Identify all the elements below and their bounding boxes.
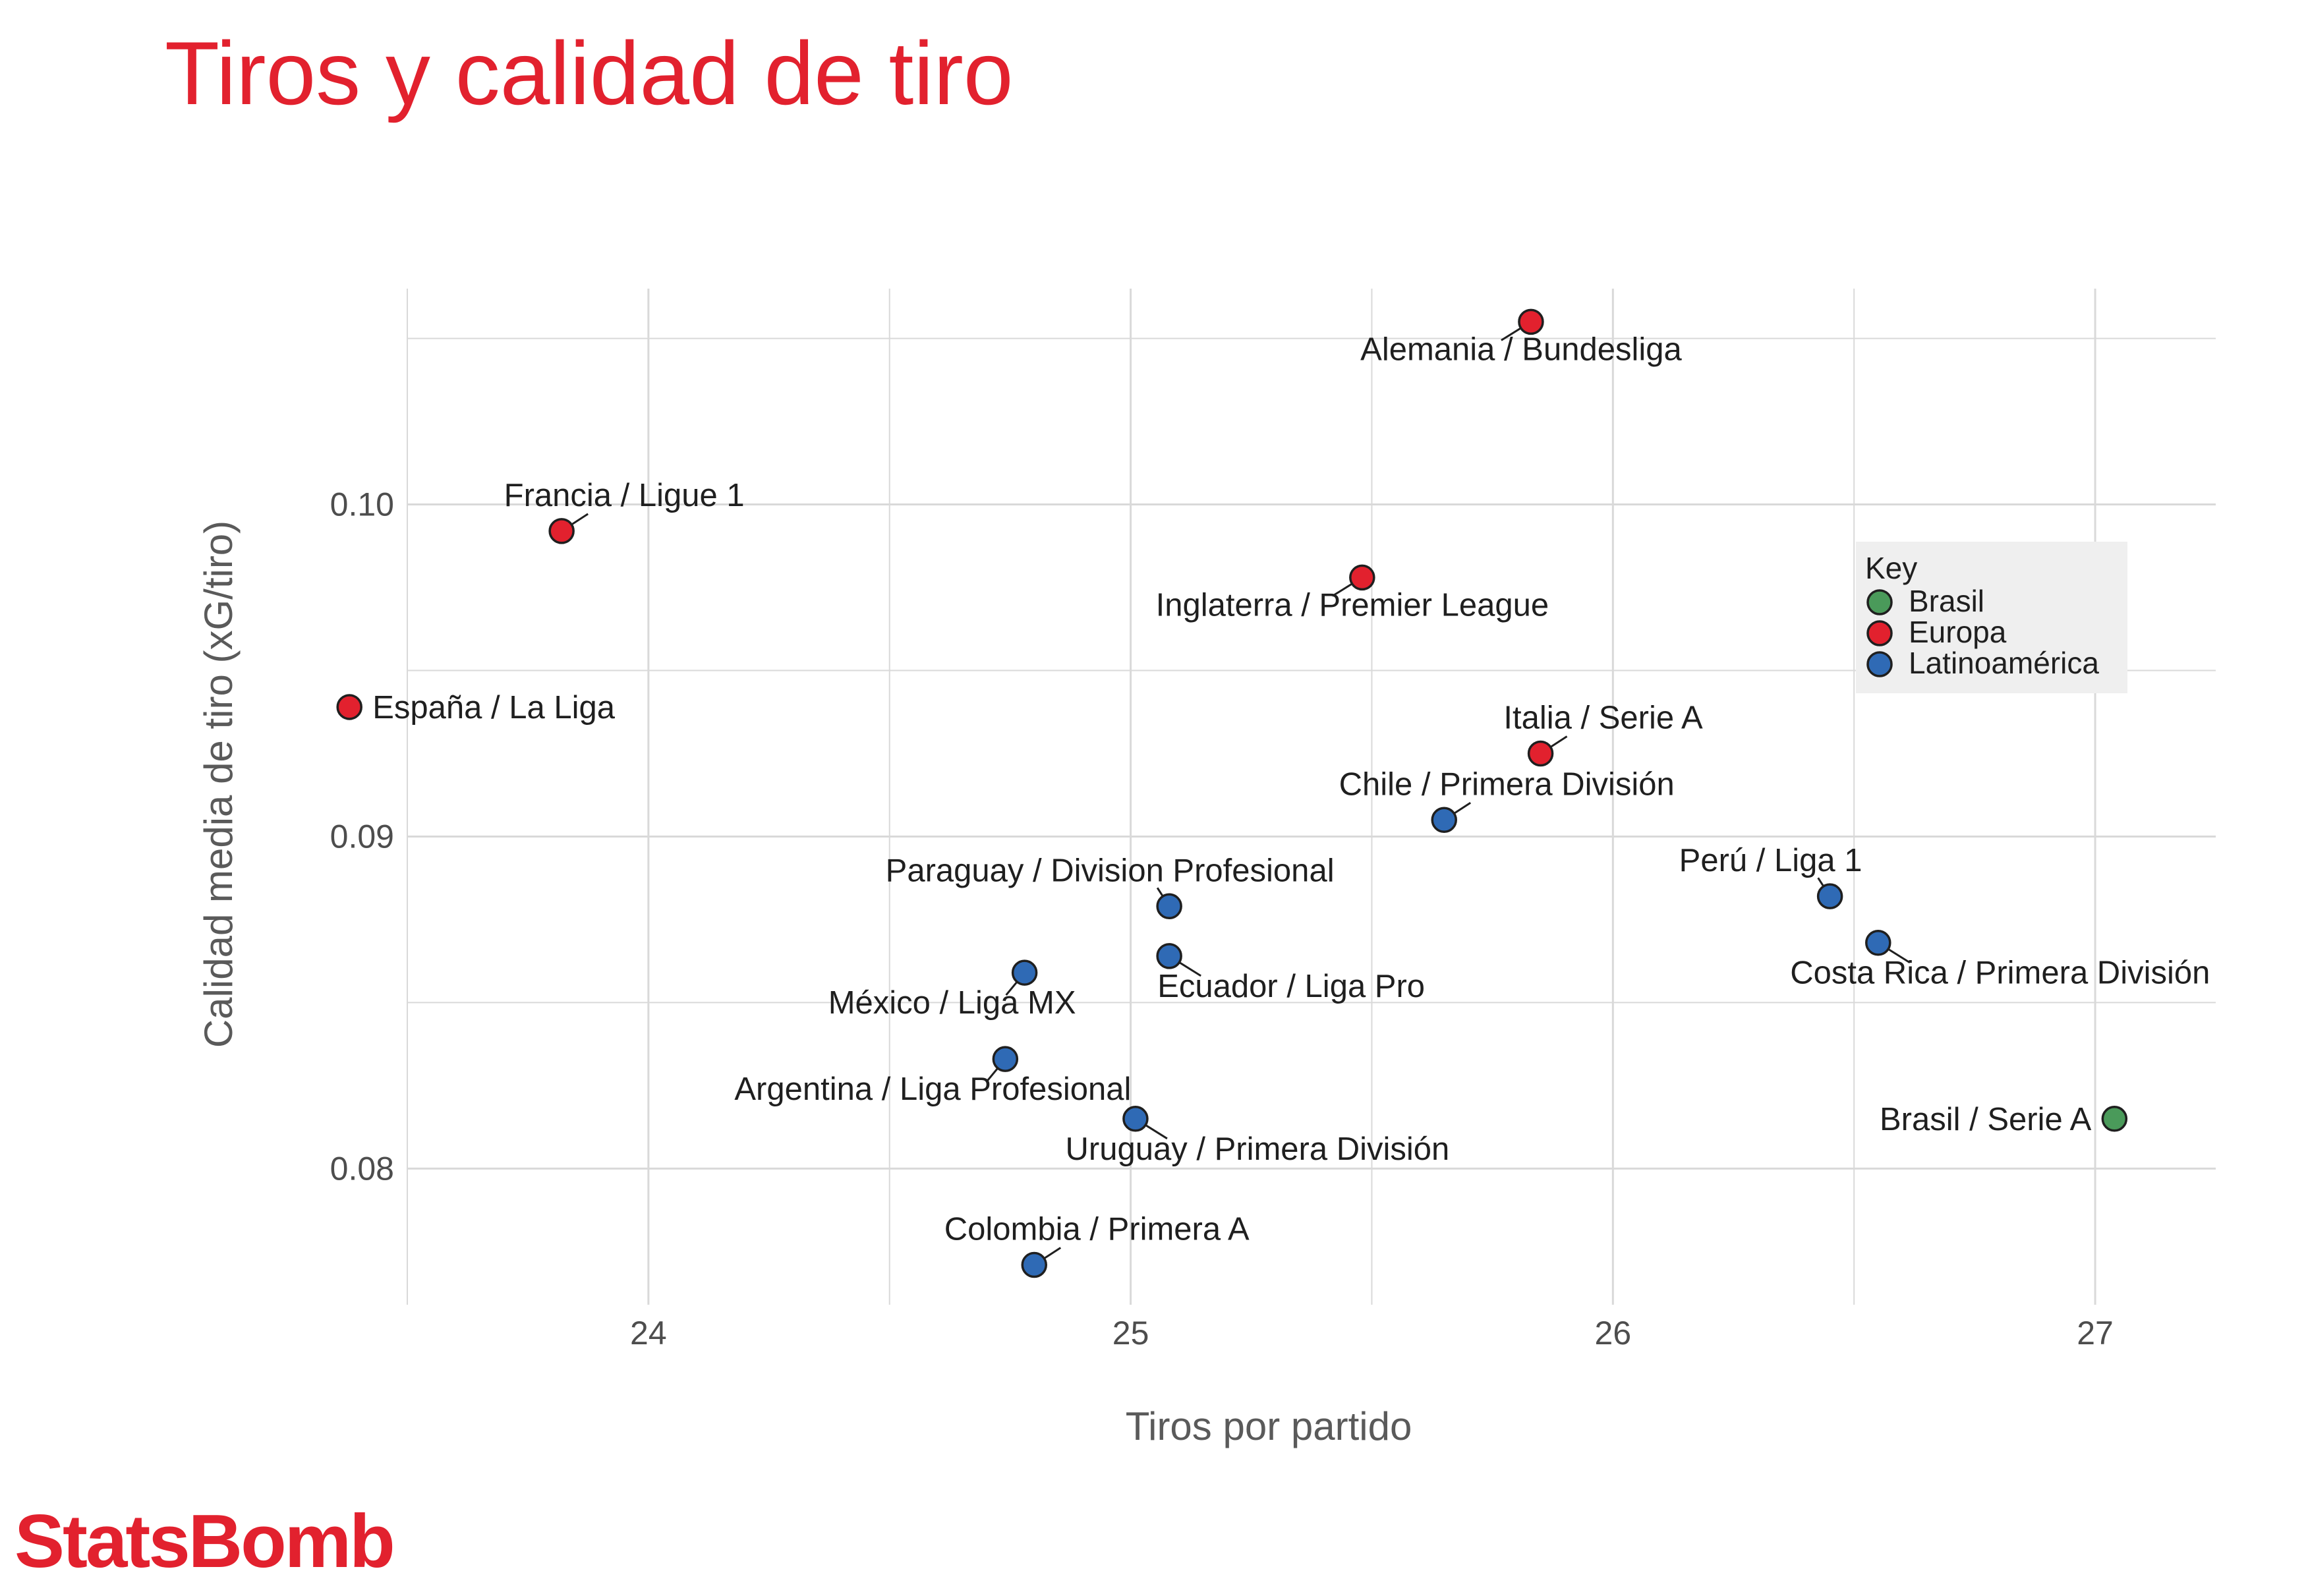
point-label: Alemania / Bundesliga <box>1360 331 1682 367</box>
label-leaders <box>561 321 1911 1266</box>
data-point <box>1518 308 1544 335</box>
data-point <box>1349 564 1375 591</box>
point-label: Uruguay / Primera División <box>1066 1131 1450 1167</box>
x-tick-label: 25 <box>1112 1315 1149 1352</box>
legend-entry-label: Europa <box>1909 615 2007 649</box>
data-point <box>336 694 362 720</box>
grid-lines <box>407 289 2216 1305</box>
point-label: Brasil / Serie A <box>1880 1102 2092 1137</box>
y-tick-label: 0.10 <box>330 486 394 523</box>
axis-ticks: 24 25 26 27 0.08 0.09 0.10 <box>330 486 2114 1352</box>
data-point <box>1431 807 1457 834</box>
point-label: Inglaterra / Premier League <box>1156 587 1549 623</box>
y-tick-label: 0.08 <box>330 1150 394 1187</box>
point-label: Ecuador / Liga Pro <box>1157 969 1425 1004</box>
legend-swatch <box>1866 651 1893 677</box>
page-title: Tiros y calidad de tiro <box>165 23 1014 123</box>
data-point <box>1865 929 1891 956</box>
data-point <box>1021 1251 1048 1278</box>
legend-entry-label: Latinoamérica <box>1909 646 2099 680</box>
data-point <box>1816 883 1843 909</box>
legend-box <box>1856 542 2127 693</box>
statsbomb-logo: StatsBomb <box>14 1500 395 1583</box>
point-label: Paraguay / Division Profesional <box>886 853 1335 888</box>
point-label: Chile / Primera División <box>1339 766 1675 802</box>
data-point <box>1122 1106 1149 1132</box>
legend-title: Key <box>1865 551 1917 585</box>
point-label: España / La Liga <box>372 690 616 726</box>
data-point <box>2101 1106 2128 1132</box>
legend-entry-label: Brasil <box>1909 584 1984 618</box>
x-tick-label: 26 <box>1595 1315 1632 1352</box>
data-point <box>548 518 575 544</box>
y-axis-title: Calidad media de tiro (xG/tiro) <box>196 521 241 1048</box>
data-points <box>336 308 2128 1278</box>
legend-swatch <box>1866 589 1893 615</box>
point-labels: Alemania / Bundesliga Francia / Ligue 1 In… <box>372 331 2210 1247</box>
point-label: Colombia / Primera A <box>944 1212 1250 1247</box>
data-point <box>1011 959 1038 986</box>
data-point <box>1156 943 1182 969</box>
legend-swatch <box>1866 620 1893 646</box>
x-axis-title: Tiros por partido <box>1126 1404 1412 1448</box>
point-label: Costa Rica / Primera División <box>1790 955 2210 991</box>
y-tick-label: 0.09 <box>330 818 394 855</box>
point-label: Perú / Liga 1 <box>1679 843 1862 878</box>
point-label: Argentina / Liga Profesional <box>734 1071 1131 1107</box>
data-point <box>1527 740 1554 767</box>
data-point <box>1156 893 1182 920</box>
point-label: Italia / Serie A <box>1503 700 1703 735</box>
x-tick-label: 24 <box>630 1315 667 1352</box>
point-label: México / Liga MX <box>828 985 1076 1021</box>
point-label: Francia / Ligue 1 <box>504 478 745 513</box>
data-point <box>992 1046 1019 1072</box>
x-tick-label: 27 <box>2077 1315 2114 1352</box>
